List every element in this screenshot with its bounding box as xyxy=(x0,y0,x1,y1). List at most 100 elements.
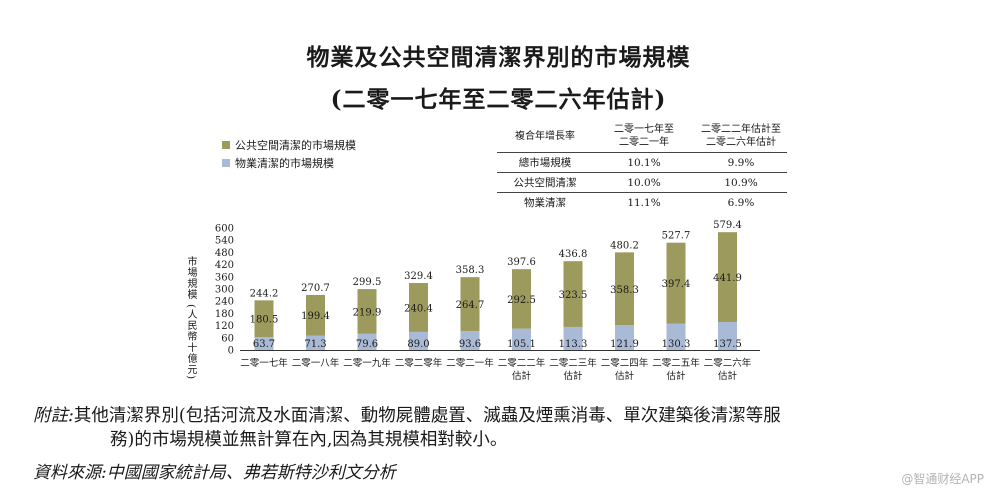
y-axis-label: 市場規模 (人民幣十億元) xyxy=(185,256,196,380)
footnote-line-2: 務)的市場規模並無計算在內,因為其規模相對較小。 xyxy=(110,430,508,450)
y-tick-label: 0 xyxy=(228,346,234,357)
x-tick-label: 估計 xyxy=(666,370,686,382)
bar-public xyxy=(254,300,274,338)
bar-property xyxy=(254,337,274,350)
cagr-table: 複合年增長率 二零一七年至 二零二一年 二零二二年估計至 二零二六年估計 總市場… xyxy=(497,120,787,212)
bar-property xyxy=(666,323,686,350)
data-label-public: 264.7 xyxy=(456,300,485,311)
y-tick-label: 540 xyxy=(215,236,234,247)
cagr-value: 6.9% xyxy=(695,192,787,212)
cagr-header-col2-line2: 二零二六年估計 xyxy=(706,137,776,148)
bar-property xyxy=(563,326,583,350)
data-label-total: 527.7 xyxy=(662,231,691,242)
footnote-line-1: 附註:其他清潔界別(包括河流及水面清潔、動物屍體處置、滅蟲及煙熏消毒、單次建築後… xyxy=(33,402,781,427)
y-tick-label: 120 xyxy=(215,321,234,332)
cagr-value: 9.9% xyxy=(695,152,787,173)
cagr-value: 10.1% xyxy=(593,152,695,173)
legend-label-public: 公共空間清潔的市場規模 xyxy=(235,139,356,152)
y-tick-label: 240 xyxy=(215,297,234,308)
data-label-property: 79.6 xyxy=(356,339,378,350)
bar-public xyxy=(512,269,531,329)
x-tick-label: 二零一八年 xyxy=(292,357,340,369)
y-tick-label: 180 xyxy=(215,309,234,320)
x-tick-label: 估計 xyxy=(615,370,635,382)
x-tick-label: 二零二四年 xyxy=(601,357,649,369)
data-label-total: 579.4 xyxy=(713,220,742,231)
bar-property xyxy=(512,328,531,350)
x-tick-label: 估計 xyxy=(563,370,583,382)
x-tick-label: 二零二三年 xyxy=(549,357,597,369)
chart-title: 物業及公共空間清潔界別的市場規模 xyxy=(306,44,691,71)
bar-public xyxy=(357,289,377,334)
cagr-row-total: 總市場規模 10.1% 9.9% xyxy=(497,152,787,173)
x-tick-label: 二零一九年 xyxy=(343,357,391,369)
footnote-lead: 附註: xyxy=(33,406,74,426)
data-label-total: 397.6 xyxy=(507,257,536,268)
cagr-row-label: 物業清潔 xyxy=(497,192,593,212)
bar-public xyxy=(666,242,686,324)
data-label-public: 323.5 xyxy=(559,290,588,301)
data-label-public: 441.9 xyxy=(713,273,742,284)
bar-public xyxy=(615,252,634,326)
y-tick-label: 420 xyxy=(215,260,234,271)
bar-public xyxy=(409,283,428,332)
bar-public xyxy=(306,294,325,336)
data-label-total: 480.2 xyxy=(610,240,639,251)
cagr-row-label: 總市場規模 xyxy=(497,152,593,173)
cagr-row-property: 物業清潔 11.1% 6.9% xyxy=(497,192,787,212)
legend-item-public: 公共空間清潔的市場規模 xyxy=(222,137,356,153)
data-label-public: 292.5 xyxy=(507,295,536,306)
data-label-public: 358.3 xyxy=(610,285,639,296)
bar-property xyxy=(718,322,737,350)
cagr-header-col2-line1: 二零二二年估計至 xyxy=(701,124,781,135)
cagr-value: 10.0% xyxy=(593,172,695,193)
x-tick-label: 二零二二年 xyxy=(498,357,546,369)
y-tick-label: 60 xyxy=(221,333,234,344)
data-label-public: 240.4 xyxy=(404,303,433,314)
data-label-property: 113.3 xyxy=(559,339,588,350)
bar-public xyxy=(718,232,737,323)
data-label-property: 93.6 xyxy=(459,339,481,350)
cagr-header-col1: 二零一七年至 二零二一年 xyxy=(593,120,695,153)
x-tick-label: 二零二五年 xyxy=(652,357,700,369)
x-tick-label: 估計 xyxy=(718,370,738,382)
data-label-property: 105.1 xyxy=(507,339,536,350)
legend-item-property: 物業清潔的市場規模 xyxy=(222,155,334,171)
data-label-public: 219.9 xyxy=(353,307,382,318)
data-label-public: 199.4 xyxy=(301,311,330,322)
cagr-value: 10.9% xyxy=(695,172,787,193)
data-label-total: 270.7 xyxy=(301,283,330,294)
data-label-total: 244.2 xyxy=(250,288,279,299)
data-label-public: 397.4 xyxy=(662,279,691,290)
y-tick-label: 480 xyxy=(215,248,234,259)
source-note: 資料來源:中國國家統計局、弗若斯特沙利文分析 xyxy=(33,463,396,483)
cagr-header-col2: 二零二二年估計至 二零二六年估計 xyxy=(695,120,787,153)
cagr-header-col1-line2: 二零二一年 xyxy=(619,137,669,148)
data-label-property: 89.0 xyxy=(407,339,429,350)
x-tick-label: 二零二零年 xyxy=(395,357,443,369)
data-label-property: 71.3 xyxy=(304,339,326,350)
watermark: @智通财经APP xyxy=(901,472,984,486)
legend-swatch-public xyxy=(222,141,230,149)
bar-public xyxy=(563,261,583,327)
bar-property xyxy=(357,333,377,350)
footnote-text-1: 其他清潔界別(包括河流及水面清潔、動物屍體處置、滅蟲及煙熏消毒、單次建築後清潔等… xyxy=(73,406,781,426)
legend-swatch-property xyxy=(222,159,230,167)
cagr-header-col1-line1: 二零一七年至 xyxy=(614,124,674,135)
bar-public xyxy=(460,277,480,331)
data-label-property: 63.7 xyxy=(253,339,275,350)
cagr-row-public: 公共空間清潔 10.0% 10.9% xyxy=(497,172,787,193)
bar-property xyxy=(409,331,428,350)
cagr-header-label: 複合年增長率 xyxy=(515,130,575,142)
x-tick-label: 二零二一年 xyxy=(446,357,494,369)
x-tick-label: 二零二六年 xyxy=(704,357,752,369)
data-label-total: 299.5 xyxy=(353,277,382,288)
bar-property xyxy=(460,330,480,350)
cagr-row-label: 公共空間清潔 xyxy=(497,172,593,193)
bar-property xyxy=(615,325,634,350)
y-tick-label: 360 xyxy=(215,272,234,283)
cagr-value: 11.1% xyxy=(593,192,695,212)
legend-label-property: 物業清潔的市場規模 xyxy=(235,157,334,170)
data-label-total: 436.8 xyxy=(559,249,588,260)
